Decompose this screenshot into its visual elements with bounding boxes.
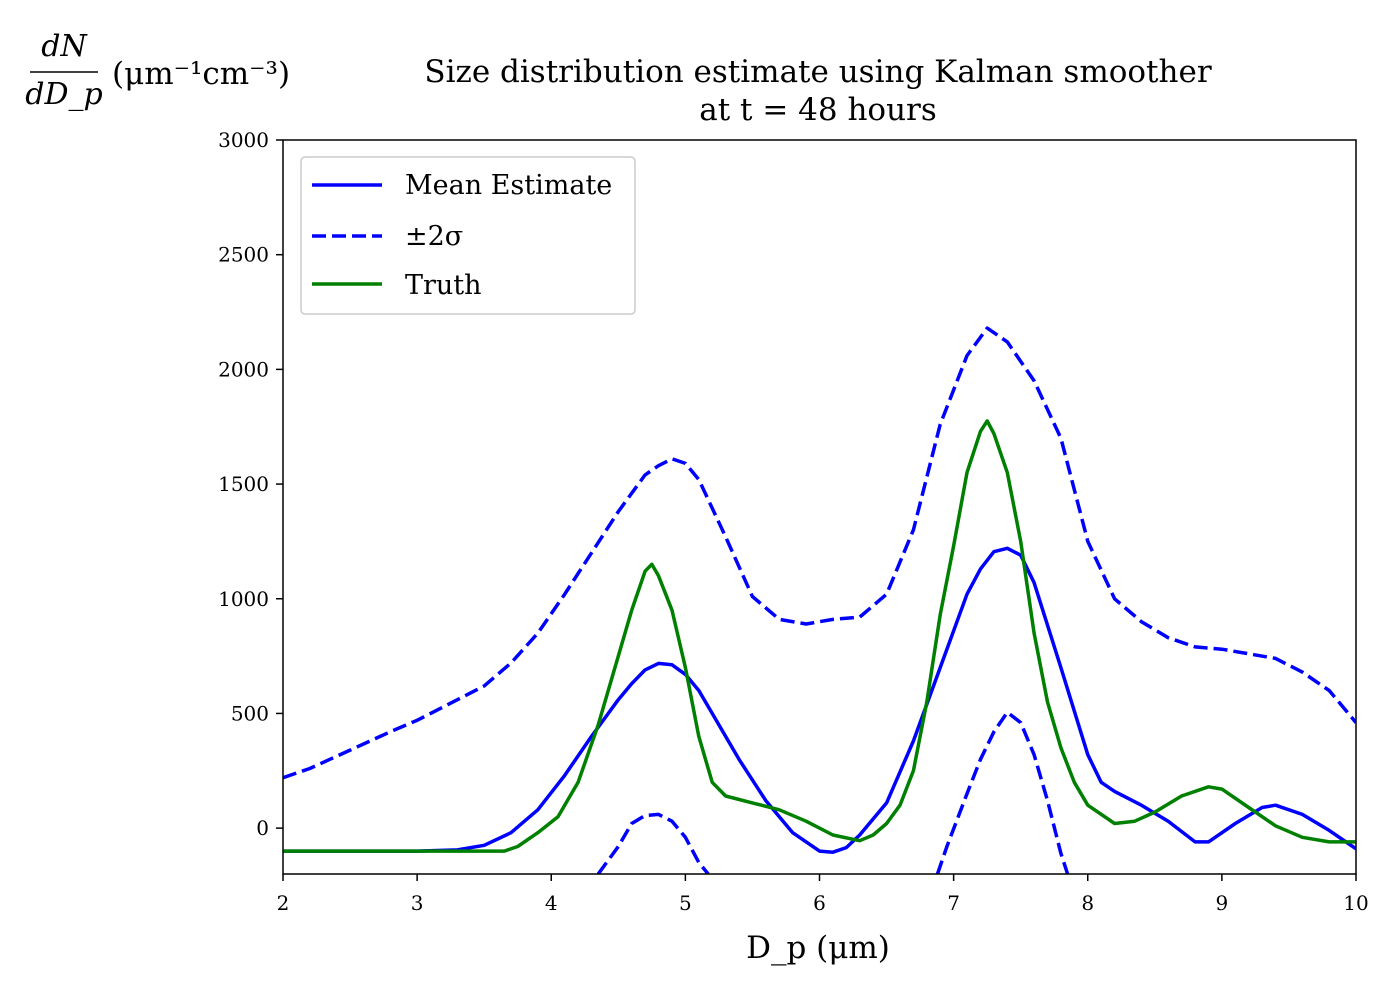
series-line-1 xyxy=(283,326,1356,780)
legend-item-two-sigma: ±2σ xyxy=(312,221,463,252)
legend-box xyxy=(300,156,636,315)
y-tick-label: 2500 xyxy=(218,243,269,267)
series-group xyxy=(283,326,1356,874)
series-line-2 xyxy=(596,812,710,874)
legend-item-mean-estimate: Mean Estimate xyxy=(312,170,612,201)
y-axis-ticks: 0 500 1000 1500 2000 2500 3000 xyxy=(218,128,283,840)
chart-title: Size distribution estimate using Kalman … xyxy=(424,54,1211,128)
x-tick-label: 2 xyxy=(277,891,290,915)
legend-item-truth: Truth xyxy=(312,270,482,301)
x-tick-label: 3 xyxy=(411,891,424,915)
y-tick-label: 500 xyxy=(231,701,269,725)
y-axis-label-denominator: dD_p xyxy=(25,77,102,112)
y-tick-label: 1000 xyxy=(218,587,269,611)
y-tick-label: 1500 xyxy=(218,472,269,496)
x-axis-label: D_p (μm) xyxy=(746,930,890,966)
y-axis-label-numerator: dN xyxy=(41,29,88,64)
x-tick-label: 7 xyxy=(947,891,960,915)
legend-label-mean-estimate: Mean Estimate xyxy=(405,170,612,201)
x-tick-label: 4 xyxy=(545,891,558,915)
series-line-3 xyxy=(935,710,1070,874)
y-axis-label: dN dD_p (μm⁻¹cm⁻³) xyxy=(25,29,290,112)
y-axis-label-units: (μm⁻¹cm⁻³) xyxy=(112,56,290,92)
x-tick-label: 6 xyxy=(813,891,826,915)
y-tick-label: 0 xyxy=(256,816,269,840)
legend-label-two-sigma: ±2σ xyxy=(405,221,463,252)
x-tick-label: 8 xyxy=(1081,891,1094,915)
x-tick-label: 5 xyxy=(679,891,692,915)
chart-title-line-1: Size distribution estimate using Kalman … xyxy=(424,54,1211,90)
legend-label-truth: Truth xyxy=(405,270,482,301)
chart-title-line-2: at t = 48 hours xyxy=(699,92,937,128)
y-tick-label: 3000 xyxy=(218,128,269,152)
y-tick-label: 2000 xyxy=(218,357,269,381)
series-line-0 xyxy=(283,546,1356,854)
series-line-4 xyxy=(283,419,1356,853)
legend: Mean Estimate ±2σ Truth xyxy=(300,156,636,315)
x-tick-label: 9 xyxy=(1216,891,1229,915)
x-axis-ticks: 2 3 4 5 6 7 8 9 10 xyxy=(277,874,1369,915)
x-tick-label: 10 xyxy=(1343,891,1368,915)
